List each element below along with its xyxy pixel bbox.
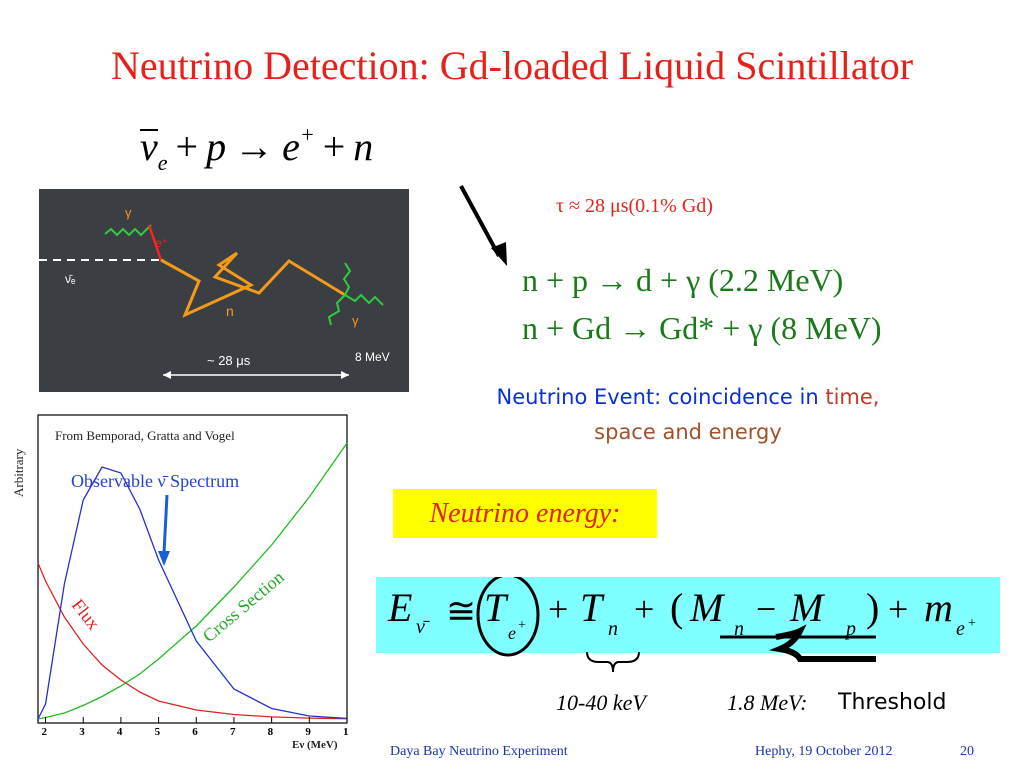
event-time-word: time, <box>825 385 880 409</box>
formula-energy-sub: ν̄ <box>416 616 430 638</box>
formula-T1: T <box>484 585 509 630</box>
np-capture-reaction: n + p → d + γ (2.2 MeV) <box>522 262 844 298</box>
formula-rpar: ) <box>866 585 879 630</box>
proton-symbol: p <box>206 124 227 169</box>
x-tick-label: 8 <box>268 726 274 738</box>
footer-date: Hephy, 19 October 2012 <box>755 744 893 759</box>
formula-m-sub: e <box>956 618 965 640</box>
neutrino-energy-heading: Neutrino energy: <box>393 489 657 538</box>
formula-plus3: + <box>888 589 908 629</box>
energy-label: 8 MeV <box>355 350 390 364</box>
positron-track <box>147 224 163 261</box>
time-arrow-left <box>163 371 171 379</box>
formula-lpar: ( <box>670 585 683 630</box>
time-arrow-right <box>341 371 349 379</box>
positron-superscript: + <box>299 122 315 147</box>
x-tick-label: 6 <box>192 726 198 738</box>
positron-symbol: e <box>282 124 300 169</box>
y-axis-label: Arbitrary <box>11 448 26 497</box>
event-diagram-svg: γ e⁺ ν̄ₑ n γ ~ 28 μs 8 MeV <box>39 205 390 379</box>
gamma-line-right-lower <box>344 293 384 306</box>
mass-difference-label: 1.8 MeV: <box>727 690 808 715</box>
series-layer <box>37 442 348 720</box>
formula-T1-sup: + <box>518 618 526 633</box>
gamma-line-left-lower <box>327 294 346 326</box>
plot-frame <box>37 414 348 724</box>
event-description-text: Neutrino Event: coincidence in <box>496 385 826 409</box>
formula-T2: T <box>580 585 605 630</box>
positron-energy-circle <box>476 577 540 657</box>
x-tick-label: 3 <box>79 726 85 738</box>
threshold-label: Threshold <box>838 690 947 715</box>
time-label: ~ 28 μs <box>207 353 251 368</box>
kinetic-energy-brace <box>586 651 640 673</box>
series-line-0 <box>37 562 348 720</box>
formula-plus2: + <box>634 589 654 629</box>
plus-sign: + <box>322 124 346 169</box>
formula-m-sup: + <box>968 616 976 631</box>
x-tick-label: 2 <box>42 726 48 738</box>
formula-M2-sub: p <box>844 618 856 640</box>
event-description-line1: Neutrino Event: coincidence in time, <box>418 385 958 409</box>
series-line-2 <box>37 466 348 720</box>
mass-brace <box>768 624 876 662</box>
formula-energy-symbol: E <box>387 585 412 630</box>
x-tick-label: 5 <box>155 726 161 738</box>
nu-e-label: ν̄ₑ <box>65 272 76 286</box>
slide-title: Neutrino Detection: Gd-loaded Liquid Sci… <box>110 43 914 88</box>
ibd-reaction-equation: νe + p → e+ + n <box>140 122 373 176</box>
series-line-1 <box>37 442 348 720</box>
reaction-arrow: → <box>234 124 275 169</box>
spectrum-chart-svg: From Bemporad, Gratta and Vogel Observab… <box>11 414 355 751</box>
gamma-line-right <box>342 262 352 296</box>
plus-sign: + <box>175 124 199 169</box>
energy-formula: E ν̄ ≅ T e + + T n + ( M n − M p ) + m e… <box>387 577 976 662</box>
formula-T1-sub: e <box>508 623 516 643</box>
down-arrow-icon <box>459 185 507 266</box>
observable-spectrum-label: Observable ν̄ Spectrum <box>71 471 239 491</box>
positron-label: e⁺ <box>155 236 168 250</box>
x-tick-label: 7 <box>230 726 236 738</box>
formula-M1: M <box>689 585 726 630</box>
formula-m: m <box>924 585 953 630</box>
neutron-energy-label: 10-40 keV <box>556 690 646 715</box>
energy-formula-box <box>376 577 1000 653</box>
event-description-line2: space and energy <box>594 420 782 444</box>
gd-capture-reaction: n + Gd → Gd* + γ (8 MeV) <box>522 310 882 346</box>
formula-approx: ≅ <box>446 591 476 631</box>
nu-subscript: e <box>157 150 168 175</box>
x-tick-label: 4 <box>117 726 123 738</box>
x-tick-label: 10 <box>343 726 349 738</box>
spectrum-pointer-arrow <box>162 494 169 554</box>
formula-minus: − <box>756 589 776 629</box>
gamma-label-top: γ <box>125 205 132 220</box>
page-number: 20 <box>960 744 974 759</box>
gamma-label-bottom: γ <box>352 313 359 328</box>
spectrum-chart: From Bemporad, Gratta and Vogel Observab… <box>9 413 355 753</box>
x-tick-label: 9 <box>305 726 311 738</box>
gamma-line-top <box>104 224 152 237</box>
formula-M1-sub: n <box>734 618 744 640</box>
formula-plus1: + <box>548 589 568 629</box>
formula-T2-sub: n <box>608 618 618 640</box>
ibd-event-diagram: γ e⁺ ν̄ₑ n γ ~ 28 μs 8 MeV <box>39 189 409 392</box>
spectrum-pointer-head <box>158 551 170 566</box>
tick-layer: 2 3 4 5 6 7 8 9 10 <box>42 717 355 738</box>
x-axis-label: Eν (MeV) <box>292 739 338 751</box>
footer-experiment: Daya Bay Neutrino Experiment <box>390 744 568 759</box>
formula-M2: M <box>789 585 826 630</box>
neutron-label: n <box>226 303 234 319</box>
neutron-track <box>160 251 346 318</box>
chart-source: From Bemporad, Gratta and Vogel <box>55 428 235 443</box>
neutron-symbol: n <box>353 124 374 169</box>
antineutrino-symbol: ν <box>140 124 158 169</box>
capture-time-note: τ ≈ 28 μs(0.1% Gd) <box>556 195 713 217</box>
